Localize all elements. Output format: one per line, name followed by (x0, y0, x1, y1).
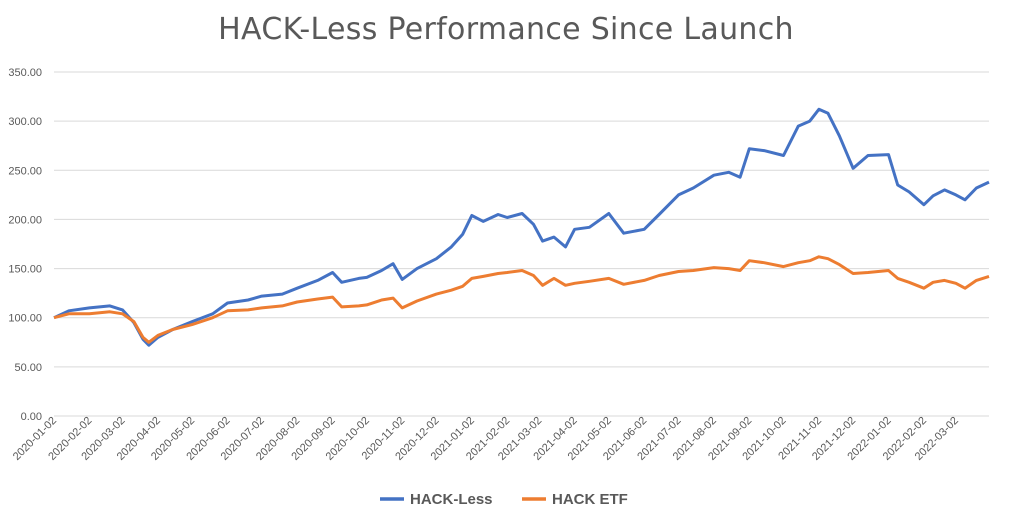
legend-label: HACK-Less (410, 491, 493, 508)
y-tick-label: 350.00 (8, 67, 42, 79)
series-lines (53, 107, 990, 347)
y-tick-label: 200.00 (8, 214, 42, 226)
legend-label: HACK ETF (552, 491, 628, 508)
x-axis-ticks: 2020-01-022020-02-022020-03-022020-04-02… (11, 415, 961, 463)
gridlines (54, 71, 989, 417)
series-line-1 (53, 107, 990, 347)
series-line-2 (53, 255, 990, 344)
legend: HACK-Less HACK ETF (380, 491, 628, 508)
y-axis-ticks: 0.00 50.00 100.00 150.00 200.00 250.00 300.00 3… (8, 67, 42, 423)
chart-title: HACK-Less Performance Since Launch (218, 12, 794, 47)
y-tick-label: 250.00 (8, 165, 42, 177)
y-tick-label: 300.00 (8, 116, 42, 128)
y-tick-label: 150.00 (8, 264, 42, 276)
y-tick-label: 100.00 (8, 313, 42, 325)
y-tick-label: 50.00 (14, 362, 42, 374)
y-tick-label: 0.00 (21, 411, 42, 423)
